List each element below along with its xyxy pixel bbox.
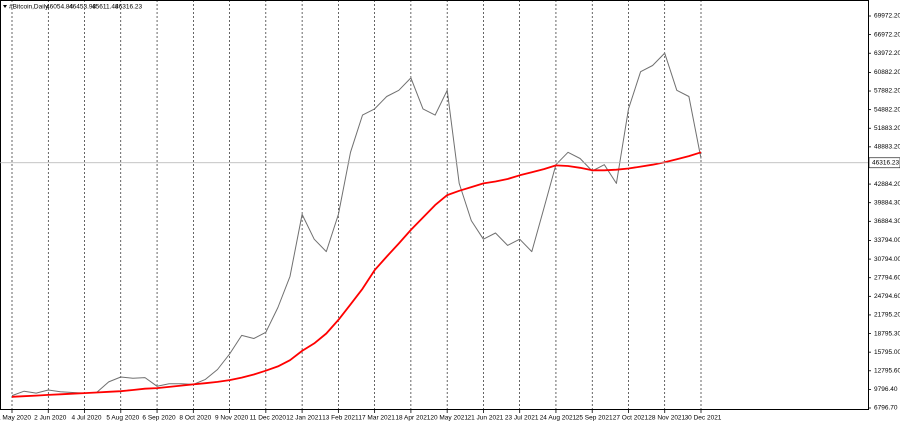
y-tick-label: 18795.30 [874, 330, 900, 337]
ohlc-value: 46453.98 [69, 4, 96, 11]
chart-title: #Bitcoin,Daily [9, 4, 49, 11]
x-tick-label: 17 Mar 2021 [358, 415, 395, 422]
x-tick-label: 5 Aug 2020 [106, 415, 139, 422]
y-tick-label: 24794.60 [874, 293, 900, 300]
x-tick-label: 8 Oct 2020 [179, 415, 211, 422]
x-tick-label: 28 Nov 2021 [648, 415, 685, 422]
current-price-box [868, 157, 900, 169]
y-tick-label: 6796.70 [874, 405, 898, 412]
y-tick-label: 57882.20 [874, 88, 900, 95]
y-tick-label: 15795.00 [874, 349, 900, 356]
ohlc-value: 46316.23 [115, 4, 142, 11]
y-tick-label: 69972.20 [874, 13, 900, 20]
x-tick-label: 21 Jun 2021 [468, 415, 504, 422]
x-tick-label: 18 Apr 2021 [395, 415, 430, 422]
series-line [11, 151, 702, 398]
y-tick-label: 48883.20 [874, 144, 900, 151]
menu-arrow[interactable] [3, 5, 7, 8]
x-tick-label: 9 Nov 2020 [215, 415, 249, 422]
x-tick-label: 1 May 2020 [0, 415, 31, 422]
x-tick-label: 20 May 2021 [430, 415, 468, 422]
header: #Bitcoin,Daily [3, 4, 49, 11]
y-tick-label: 21795.20 [874, 312, 900, 319]
plot-frame [0, 0, 869, 410]
y-tick-label: 12795.60 [874, 367, 900, 374]
y-tick-label: 60882.20 [874, 69, 900, 76]
x-tick-label: 27 Oct 2021 [613, 415, 649, 422]
y-tick-label: 54882.20 [874, 106, 900, 113]
x-tick-label: 23 Jul 2021 [505, 415, 539, 422]
x-tick-label: 24 Aug 2021 [540, 415, 577, 422]
ohlc-value: 45611.48 [92, 4, 119, 11]
current-price-label: 46316.23 [872, 160, 899, 167]
y-tick-label: 33794.00 [874, 237, 900, 244]
x-tick-label: 4 Jul 2020 [72, 415, 102, 422]
x-tick-label: 25 Sep 2021 [576, 415, 613, 422]
y-tick-label: 42884.20 [874, 181, 900, 188]
ohlc-value: 46054.84 [46, 4, 73, 11]
x-tick-label: 2 Jun 2020 [34, 415, 67, 422]
y-tick-label: 27794.60 [874, 274, 900, 281]
y-tick-label: 63972.20 [874, 50, 900, 57]
y-tick-label: 39884.30 [874, 199, 900, 206]
y-tick-label: 66972.20 [874, 31, 900, 38]
x-tick-label: 6 Sep 2020 [142, 415, 176, 422]
x-tick-label: 30 Dec 2021 [685, 415, 722, 422]
y-tick-label: 30794.00 [874, 256, 900, 263]
x-tick-label: 11 Dec 2020 [250, 415, 287, 422]
y-tick-label: 9796.40 [874, 386, 898, 393]
y-tick-label: 36884.30 [874, 218, 900, 225]
y-tick-label: 51883.20 [874, 125, 900, 132]
x-tick-label: 13 Feb 2021 [322, 415, 359, 422]
series-line [11, 52, 702, 397]
x-tick-label: 12 Jan 2021 [286, 415, 322, 422]
